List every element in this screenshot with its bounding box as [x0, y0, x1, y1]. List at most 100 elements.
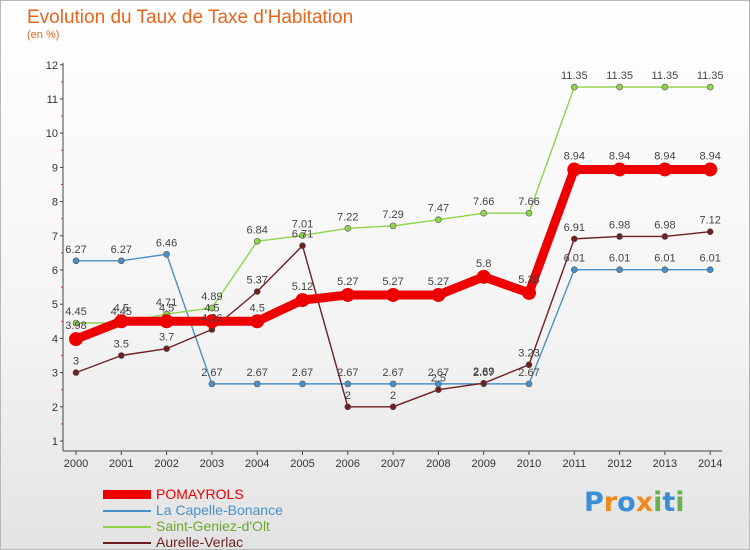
legend: POMAYROLS La Capelle-Bonance Saint-Genie…	[103, 486, 363, 550]
data-label-saint-geniez-d-olt: 11.35	[652, 70, 679, 82]
data-point-saint-geniez-d-olt	[435, 216, 442, 224]
legend-swatch-pomayrols	[103, 490, 151, 499]
data-point-saint-geniez-d-olt	[661, 83, 669, 91]
y-tick-label: 7	[52, 231, 58, 243]
y-tick-label: 2	[52, 402, 58, 414]
data-point-pomayrols	[114, 314, 129, 329]
data-point-la-capelle-bonance	[344, 380, 352, 388]
x-tick-label: 2001	[109, 458, 133, 470]
x-tick-label: 2006	[336, 458, 360, 470]
data-point-pomayrols	[340, 287, 355, 302]
data-label-la-capelle-bonance: 2.67	[428, 367, 449, 379]
data-point-pomayrols	[522, 285, 536, 300]
data-point-aurelle-verlac	[570, 235, 578, 243]
logo-letter: t	[662, 487, 676, 518]
data-point-pomayrols	[657, 162, 672, 177]
x-tick-label: 2007	[381, 458, 405, 470]
data-point-aurelle-verlac	[72, 369, 80, 376]
data-point-la-capelle-bonance	[208, 380, 216, 388]
x-tick-label: 2000	[64, 458, 88, 470]
data-point-aurelle-verlac	[435, 386, 442, 394]
data-point-saint-geniez-d-olt	[253, 237, 261, 245]
data-label-la-capelle-bonance: 2.67	[337, 367, 358, 379]
data-label-la-capelle-bonance: 2.67	[518, 367, 539, 379]
y-tick-label: 1	[52, 436, 58, 448]
data-label-aurelle-verlac: 7.12	[699, 215, 720, 227]
data-point-saint-geniez-d-olt	[299, 232, 306, 239]
data-point-pomayrols	[204, 314, 219, 329]
data-label-pomayrols: 5.27	[337, 276, 358, 288]
x-tick-label: 2002	[154, 458, 178, 470]
data-point-aurelle-verlac	[389, 403, 397, 411]
data-label-pomayrols: 4.5	[114, 302, 129, 314]
data-point-saint-geniez-d-olt	[344, 224, 352, 232]
x-tick-label: 2013	[653, 458, 677, 470]
data-point-aurelle-verlac	[344, 403, 352, 411]
data-label-aurelle-verlac: 2	[345, 390, 351, 402]
data-label-aurelle-verlac: 6.91	[564, 222, 585, 234]
data-label-la-capelle-bonance: 6.01	[564, 253, 585, 265]
data-point-saint-geniez-d-olt	[525, 209, 533, 217]
x-tick-label: 2005	[290, 458, 314, 470]
data-point-aurelle-verlac	[616, 233, 623, 240]
data-label-aurelle-verlac: 3.5	[114, 339, 129, 351]
data-label-la-capelle-bonance: 2.67	[201, 367, 222, 379]
data-point-aurelle-verlac	[118, 352, 125, 359]
data-point-aurelle-verlac	[163, 345, 170, 352]
data-label-pomayrols: 3.98	[65, 320, 86, 332]
legend-item-aurelle-verlac[interactable]: Aurelle-Verlac	[103, 534, 363, 550]
data-point-la-capelle-bonance	[389, 380, 397, 388]
legend-label-la-capelle-bonance: La Capelle-Bonance	[156, 502, 283, 518]
data-point-pomayrols	[612, 162, 627, 177]
data-point-aurelle-verlac	[661, 233, 669, 240]
legend-item-pomayrols[interactable]: POMAYROLS	[103, 486, 363, 502]
data-label-saint-geniez-d-olt: 11.35	[697, 70, 724, 82]
data-label-saint-geniez-d-olt: 6.84	[246, 224, 267, 236]
x-tick-label: 2010	[517, 458, 541, 470]
data-label-la-capelle-bonance: 2.67	[292, 367, 313, 379]
data-label-aurelle-verlac: 2.69	[473, 366, 494, 378]
x-tick-label: 2009	[471, 458, 495, 470]
data-label-saint-geniez-d-olt: 11.35	[606, 70, 633, 82]
data-point-la-capelle-bonance	[253, 380, 261, 388]
data-label-saint-geniez-d-olt: 4.45	[65, 306, 86, 318]
data-label-pomayrols: 8.94	[699, 150, 720, 162]
logo-letter: r	[603, 487, 618, 518]
data-label-saint-geniez-d-olt: 7.66	[473, 196, 494, 208]
data-label-aurelle-verlac: 3	[73, 356, 79, 368]
data-label-aurelle-verlac: 3.23	[518, 348, 539, 360]
data-point-pomayrols	[159, 314, 174, 329]
data-point-la-capelle-bonance	[163, 250, 170, 258]
data-point-saint-geniez-d-olt	[480, 209, 488, 217]
legend-item-saint-geniez-d-olt[interactable]: Saint-Geniez-d'Olt	[103, 518, 363, 534]
data-point-saint-geniez-d-olt	[616, 83, 623, 91]
data-label-saint-geniez-d-olt: 7.01	[292, 218, 313, 230]
data-label-la-capelle-bonance: 2.67	[473, 367, 494, 379]
x-tick-label: 2003	[200, 458, 224, 470]
data-label-la-capelle-bonance: 6.46	[156, 237, 177, 249]
data-point-saint-geniez-d-olt	[570, 83, 578, 91]
legend-label-pomayrols: POMAYROLS	[156, 486, 244, 502]
chart-title: Evolution du Taux de Taxe d'Habitation	[27, 7, 354, 28]
data-label-pomayrols: 5.33	[518, 274, 539, 286]
data-point-saint-geniez-d-olt	[706, 83, 714, 91]
data-point-la-capelle-bonance	[525, 380, 533, 388]
data-point-la-capelle-bonance	[706, 266, 714, 273]
data-label-saint-geniez-d-olt: 7.29	[382, 209, 403, 221]
legend-item-la-capelle-bonance[interactable]: La Capelle-Bonance	[103, 502, 363, 518]
data-label-saint-geniez-d-olt: 4.45	[111, 306, 132, 318]
y-tick-label: 8	[52, 197, 58, 209]
data-label-saint-geniez-d-olt: 7.22	[337, 211, 358, 223]
y-tick-label: 3	[52, 368, 58, 380]
logo-letter: P	[584, 487, 604, 518]
data-label-aurelle-verlac: 6.71	[292, 229, 313, 241]
data-label-aurelle-verlac: 2	[390, 390, 396, 402]
data-label-pomayrols: 8.94	[564, 150, 585, 162]
legend-label-aurelle-verlac: Aurelle-Verlac	[156, 534, 244, 550]
data-point-pomayrols	[386, 287, 401, 302]
data-label-pomayrols: 4.5	[204, 302, 219, 314]
data-point-pomayrols	[703, 162, 718, 177]
data-point-la-capelle-bonance	[118, 257, 125, 265]
logo-letter: i	[653, 487, 663, 518]
